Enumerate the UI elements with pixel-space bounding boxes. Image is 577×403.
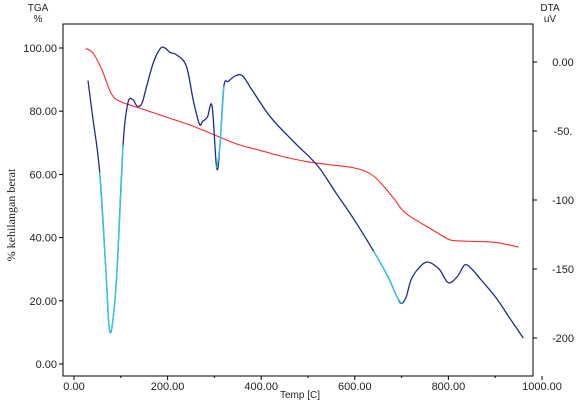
x-tick-label: 400.00 [244,381,278,393]
x-axis-ticks: 0.00 200.00 400.00 600.00 800.00 1000.00 [63,376,562,393]
left-tick-label: 80.00 [29,106,57,118]
left-tick-label: 40.00 [29,233,57,245]
right-axis-title: DTA [540,3,560,14]
right-tick-label: -100 [552,195,574,207]
x-tick-label: 800.00 [432,381,466,393]
y-axis-label: % kehilangan berat [4,168,18,261]
dta-line [87,46,524,339]
dta_highlight_1-line [99,144,124,334]
left-tick-label: 60.00 [29,169,57,181]
left-tick-label: 100.00 [23,43,57,55]
x-tick-label: 1000.00 [522,381,562,393]
right-tick-label: 0.00 [552,57,573,69]
x-tick-label: 600.00 [338,381,372,393]
left-axis-unit: % [34,14,43,25]
left-axis-title: TGA [28,3,49,14]
right-axis-ticks: 0.00 -50. -100 -150 -200 [533,57,574,345]
right-tick-label: -150 [552,264,574,276]
dta_highlight_2-line [216,86,225,169]
left-axis-ticks: 0.00 20.00 40.00 60.00 80.00 100.00 [23,43,63,371]
series-layer [85,46,524,339]
tga-line [85,48,519,248]
left-tick-label: 0.00 [36,359,57,371]
right-tick-label: -200 [552,333,574,345]
x-tick-label: 200.00 [151,381,185,393]
plot-frame [62,23,534,377]
left-tick-label: 20.00 [29,296,57,308]
dta_highlight_3-line [372,250,403,304]
x-tick-label: 0.00 [63,381,84,393]
x-axis-label: Temp [C] [280,390,320,401]
right-tick-label: -50. [554,126,573,138]
right-axis-unit: uV [544,14,557,25]
